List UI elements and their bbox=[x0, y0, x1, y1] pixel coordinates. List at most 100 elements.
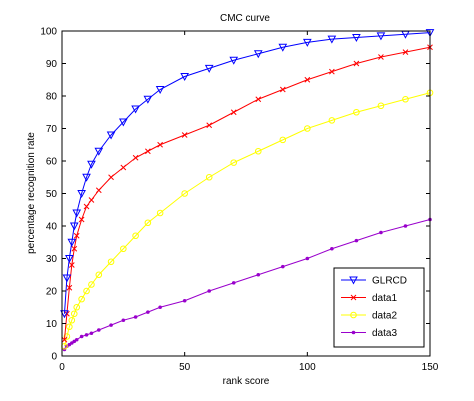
legend-label: GLRCD bbox=[372, 276, 407, 287]
data-point-glrcd bbox=[65, 255, 74, 264]
data-point-glrcd bbox=[143, 95, 153, 104]
data-point-data1 bbox=[378, 54, 384, 60]
data-point-data3 bbox=[74, 337, 79, 342]
data-point-data2 bbox=[279, 136, 287, 144]
data-point-data1 bbox=[73, 232, 80, 239]
data-point-data2 bbox=[66, 323, 73, 331]
data-point-data1 bbox=[95, 187, 102, 194]
data-point-data1 bbox=[108, 174, 114, 181]
data-point-data1 bbox=[120, 164, 127, 171]
data-point-data1 bbox=[230, 109, 237, 116]
data-point-glrcd bbox=[302, 38, 312, 47]
x-tick-label: 50 bbox=[179, 362, 191, 373]
data-point-data1 bbox=[66, 284, 73, 291]
data-point-data3 bbox=[121, 318, 126, 323]
data-point-glrcd bbox=[60, 310, 69, 319]
data-point-data2 bbox=[156, 209, 164, 217]
data-point-data3 bbox=[158, 305, 162, 310]
data-point-glrcd bbox=[425, 29, 435, 38]
data-point-data3 bbox=[354, 238, 359, 243]
data-point-data3 bbox=[379, 230, 383, 235]
data-point-data3 bbox=[330, 246, 334, 251]
series-data3 bbox=[62, 217, 432, 352]
series-glrcd bbox=[60, 29, 435, 319]
legend-swatch-marker bbox=[350, 294, 357, 301]
data-point-data2 bbox=[107, 258, 115, 266]
y-tick-label: 70 bbox=[46, 124, 58, 135]
data-point-data1 bbox=[88, 197, 95, 203]
data-point-data1 bbox=[181, 132, 188, 138]
x-tick-label: 100 bbox=[299, 362, 316, 373]
data-point-data1 bbox=[145, 148, 151, 155]
data-point-data3 bbox=[305, 256, 310, 261]
data-point-data2 bbox=[68, 316, 76, 324]
data-point-glrcd bbox=[278, 43, 288, 52]
data-point-data2 bbox=[120, 245, 127, 253]
legend-entry-glrcd: GLRCD bbox=[341, 276, 407, 287]
chart-title: CMC curve bbox=[220, 13, 270, 24]
legend-swatch-marker bbox=[351, 330, 356, 335]
data-point-data3 bbox=[84, 333, 89, 337]
data-point-data1 bbox=[78, 216, 85, 223]
data-point-data3 bbox=[403, 224, 408, 228]
data-point-data3 bbox=[182, 298, 187, 303]
y-tick-label: 80 bbox=[46, 92, 58, 103]
legend-entry-data3: data3 bbox=[341, 328, 397, 339]
data-point-data1 bbox=[255, 96, 262, 103]
data-point-data2 bbox=[230, 159, 238, 166]
data-point-data2 bbox=[304, 125, 311, 132]
data-point-data2 bbox=[181, 190, 188, 197]
data-point-data3 bbox=[89, 331, 94, 336]
x-tick-label: 150 bbox=[422, 362, 439, 373]
data-point-data2 bbox=[88, 281, 95, 288]
y-tick-label: 40 bbox=[46, 222, 58, 233]
data-point-glrcd bbox=[376, 32, 386, 41]
data-point-glrcd bbox=[106, 131, 116, 140]
data-point-data2 bbox=[63, 333, 71, 340]
data-point-data2 bbox=[353, 108, 360, 116]
data-point-glrcd bbox=[82, 173, 91, 182]
legend-label: data3 bbox=[372, 328, 397, 339]
y-tick-label: 10 bbox=[46, 319, 58, 330]
data-point-data1 bbox=[157, 141, 163, 148]
data-point-data1 bbox=[329, 68, 335, 75]
data-point-glrcd bbox=[62, 274, 72, 283]
data-point-data3 bbox=[207, 289, 211, 293]
data-point-glrcd bbox=[118, 118, 128, 127]
data-point-glrcd bbox=[67, 238, 77, 247]
tick-layer: 0 50 100 150 0 10 20 30 40 50 60 70 80 90 100 bbox=[40, 27, 438, 374]
series-data2 bbox=[61, 89, 434, 350]
data-point-data3 bbox=[281, 264, 285, 269]
data-point-glrcd bbox=[327, 35, 337, 44]
legend-entry-data1: data1 bbox=[341, 293, 397, 304]
series-line-data2 bbox=[63, 92, 431, 347]
y-axis-label: percentage recognition rate bbox=[26, 132, 37, 254]
data-point-data1 bbox=[353, 60, 360, 67]
data-point-data2 bbox=[95, 271, 103, 279]
data-point-data2 bbox=[144, 219, 152, 227]
data-point-glrcd bbox=[94, 147, 104, 156]
data-point-data1 bbox=[132, 154, 139, 161]
data-point-data2 bbox=[132, 232, 139, 240]
y-tick-label: 0 bbox=[51, 352, 57, 363]
series-data1 bbox=[61, 44, 433, 343]
data-point-data2 bbox=[377, 102, 385, 110]
data-point-glrcd bbox=[69, 222, 79, 231]
data-point-data2 bbox=[328, 117, 336, 124]
data-point-data3 bbox=[109, 323, 113, 327]
data-point-data3 bbox=[133, 315, 138, 319]
data-point-data2 bbox=[254, 147, 262, 155]
data-point-glrcd bbox=[155, 86, 165, 95]
data-point-data1 bbox=[71, 245, 78, 252]
data-point-data3 bbox=[97, 328, 101, 332]
data-point-data1 bbox=[83, 203, 90, 210]
legend-swatch-marker bbox=[349, 276, 358, 285]
legend-swatch-marker bbox=[350, 311, 357, 319]
data-point-data2 bbox=[78, 295, 85, 303]
data-point-glrcd bbox=[72, 209, 82, 218]
data-point-data3 bbox=[256, 272, 261, 277]
data-point-data3 bbox=[231, 281, 236, 285]
data-point-glrcd bbox=[229, 56, 239, 65]
series-line-data1 bbox=[63, 46, 431, 340]
